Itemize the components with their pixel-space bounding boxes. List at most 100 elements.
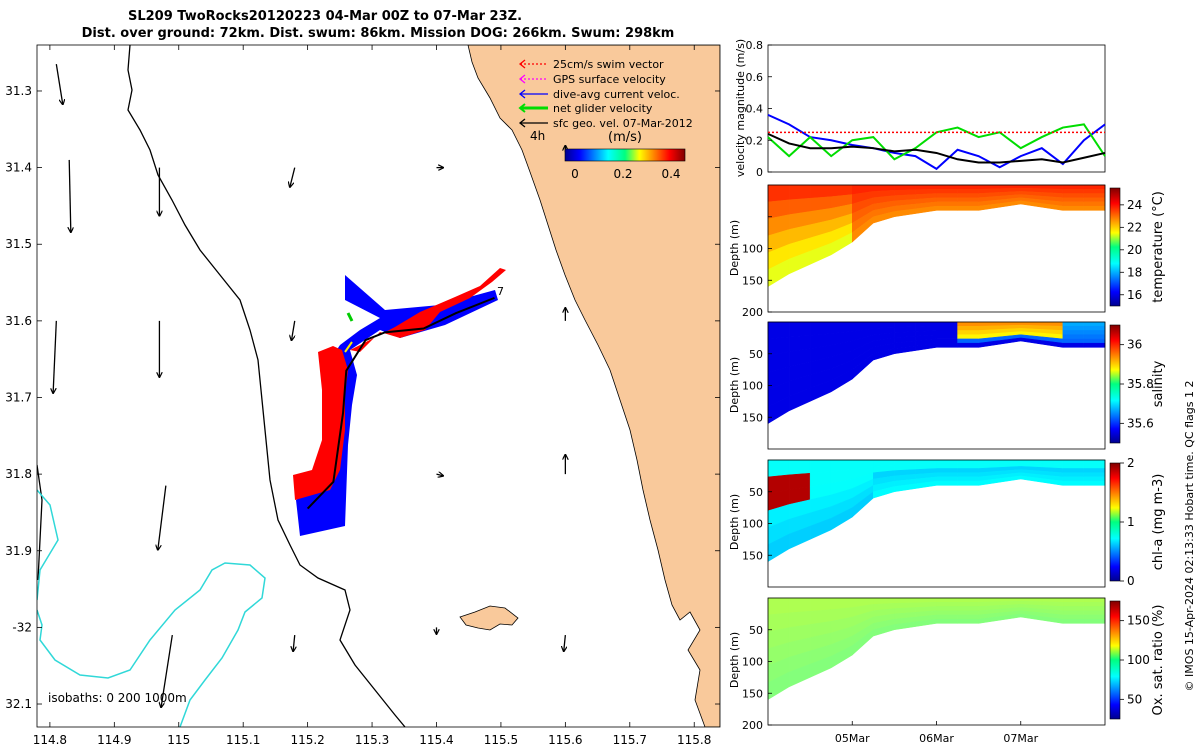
chl-cell xyxy=(1083,476,1106,482)
map-colorbar: (m/s) 0 0.2 0.4 xyxy=(564,130,686,181)
ox-ytick-label: 100 xyxy=(742,656,763,669)
temp-ytick-label: 100 xyxy=(742,243,763,256)
chl-ctick-label: 0 xyxy=(1127,574,1135,588)
temp-cell xyxy=(957,184,979,190)
ox-ctick-label: 150 xyxy=(1127,614,1150,628)
chl-cell xyxy=(936,459,958,465)
sal-cell xyxy=(788,321,811,338)
chl-cell xyxy=(957,476,979,482)
salinity-colorbar xyxy=(1109,324,1121,444)
chl-cell xyxy=(936,476,958,482)
sal-cell xyxy=(936,325,958,331)
isobath-1000 xyxy=(37,464,43,581)
temperature-field xyxy=(767,184,1106,288)
velocity-ytick-label: 0.4 xyxy=(746,103,764,116)
sal-cell xyxy=(1083,338,1106,344)
map-ytick-label: 31.4 xyxy=(5,161,32,175)
chl-cell xyxy=(1083,480,1106,486)
chl-cell xyxy=(957,468,979,473)
temp-cell xyxy=(936,197,958,203)
temp-cell xyxy=(936,205,958,211)
sal-cell xyxy=(1062,338,1085,344)
temp-cell xyxy=(1083,201,1106,207)
chl-cell xyxy=(1062,468,1085,473)
temp-ytick-label: 150 xyxy=(742,274,763,287)
velocity-panel: 0 0.2 0.4 0.6 0.8 velocity magnitude (m/s) xyxy=(734,39,1106,179)
oxygen-clabel: Ox. sat. ratio (%) xyxy=(1151,605,1166,716)
sal-cell xyxy=(936,334,958,340)
map-ytick-label: -32 xyxy=(12,620,32,634)
temp-cell xyxy=(1083,184,1106,190)
velocity-ytick-label: 0.8 xyxy=(746,39,764,52)
temperature-panel: 100 150 200 Depth (m) 16 18 20 22 24 temperatu… xyxy=(728,184,1166,319)
temp-ytick-label: 200 xyxy=(742,306,763,319)
velocity-ytick-label: 0.2 xyxy=(746,134,764,147)
ox-ytick-label: 200 xyxy=(742,719,763,732)
chl-cell xyxy=(957,480,979,486)
chl-cell xyxy=(1062,463,1085,469)
ox-ytick-label: 150 xyxy=(742,687,763,700)
map-ytick-label: 31.7 xyxy=(5,390,32,404)
map-xtick-label: 115.8 xyxy=(677,733,711,747)
map-xtick-label: 115.5 xyxy=(484,733,518,747)
velocity-ylabel: velocity magnitude (m/s) xyxy=(734,39,747,177)
sal-cell xyxy=(894,321,916,328)
temp-cell xyxy=(1062,197,1085,203)
sfc-geo-arrow xyxy=(161,634,173,707)
legend-arrowhead-gps xyxy=(518,74,526,84)
map-ytick-label: 31.3 xyxy=(5,84,32,98)
temp-cell xyxy=(1062,201,1085,207)
temp-cell xyxy=(809,184,832,199)
map-xtick-label: 114.9 xyxy=(97,733,131,747)
velocity-y-ticks: 0 0.2 0.4 0.6 0.8 xyxy=(746,39,772,179)
ox-cell xyxy=(1062,597,1085,603)
oxygen-xtick-label: 06Mar xyxy=(919,732,954,745)
sal-cell xyxy=(957,321,979,327)
temp-ctick-label: 24 xyxy=(1127,198,1142,212)
temp-cell xyxy=(957,205,979,211)
temp-cell xyxy=(1083,193,1106,198)
sal-cell xyxy=(1083,321,1106,327)
chl-ctick-label: 1 xyxy=(1127,515,1135,529)
sal-cell xyxy=(1062,325,1085,331)
map-xtick-label: 115.2 xyxy=(290,733,324,747)
oxygen-xtick-label: 05Mar xyxy=(835,732,870,745)
sal-ytick-label: 50 xyxy=(749,348,763,361)
chla-colorbar-ticks: 0 1 2 xyxy=(1120,456,1135,588)
chl-cell xyxy=(788,459,811,476)
map-colorbar-ticks: 0 0.2 0.4 xyxy=(571,167,680,181)
sal-cell xyxy=(1083,330,1106,335)
map-ytick-label: 31.9 xyxy=(5,544,32,558)
oxygen-field xyxy=(767,597,1106,701)
map-colorbar-tick-label: 0.2 xyxy=(613,167,632,181)
track-end-label: 7 xyxy=(497,285,504,298)
temperature-y-ticks: 100 150 200 xyxy=(742,216,772,319)
chla-clabel: chl-a (mg m-3) xyxy=(1151,474,1166,571)
ox-cell xyxy=(936,597,958,603)
sfc-geo-arrows xyxy=(53,64,565,707)
temp-cell xyxy=(1062,184,1085,190)
ox-cell xyxy=(1062,610,1085,616)
map-xtick-label: 114.8 xyxy=(33,733,67,747)
temp-ctick-label: 20 xyxy=(1127,243,1142,257)
map-panel: 114.8 114.9 115 115.1 115.2 115.3 115.4 115.5 11… xyxy=(5,44,721,747)
temperature-colorbar-ticks: 16 18 20 22 24 xyxy=(1120,198,1142,302)
ox-cell xyxy=(788,597,811,614)
legend-label-dive: dive-avg current veloc. xyxy=(553,88,680,101)
temp-cell xyxy=(957,201,979,207)
oxygen-x-ticks: 05Mar 06Mar 07Mar xyxy=(835,721,1039,745)
ox-cell xyxy=(936,606,958,611)
sal-cell xyxy=(936,338,958,344)
ox-cell xyxy=(936,601,958,607)
ox-cell xyxy=(957,601,979,607)
chl-cell xyxy=(894,459,916,466)
legend-dive-avg: dive-avg current veloc. xyxy=(518,88,680,101)
map-xtick-label: 115.3 xyxy=(355,733,389,747)
chl-cell xyxy=(1083,463,1106,469)
chl-cell xyxy=(936,480,958,486)
sfc-geo-arrow xyxy=(290,167,296,187)
temp-cell xyxy=(1062,193,1085,198)
sal-cell xyxy=(957,342,979,348)
sfc-geo-arrow xyxy=(436,474,442,476)
sfc-geo-arrow xyxy=(293,634,295,651)
